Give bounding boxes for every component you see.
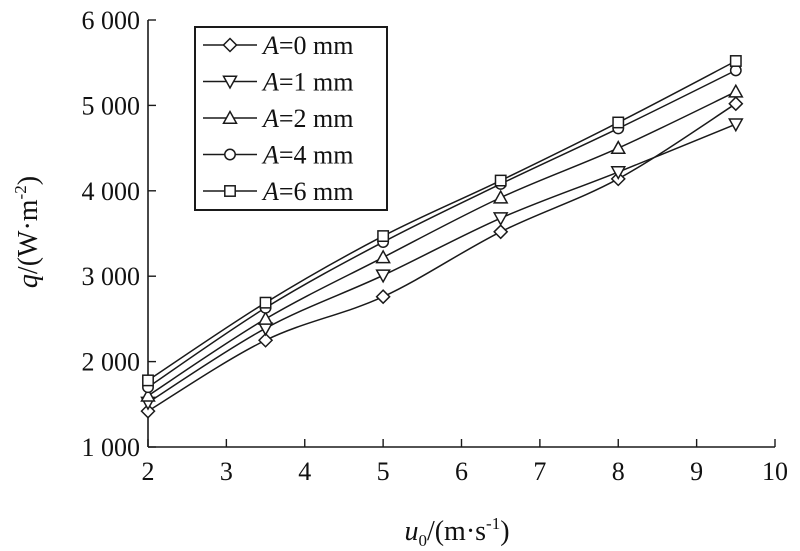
series-line <box>147 60 737 382</box>
series-line <box>147 69 737 388</box>
y-tick-label: 4 000 <box>82 177 141 206</box>
data-point <box>140 387 156 402</box>
x-tick-label: 3 <box>220 457 233 486</box>
data-point <box>494 174 507 187</box>
x-tick-label: 5 <box>377 457 390 486</box>
legend-item: A=2 mm <box>203 104 354 133</box>
data-point <box>257 310 274 325</box>
legend: A=0 mm A=1 mm A=2 mm A=4 mm A=6 mm <box>194 26 388 211</box>
plot-area <box>140 55 744 419</box>
x-tick-label: 8 <box>612 457 625 486</box>
series-2 <box>140 83 744 402</box>
data-point <box>375 269 391 284</box>
x-tick-label: 7 <box>533 457 546 486</box>
data-point <box>259 296 272 309</box>
y-tick-label: 3 000 <box>82 262 141 291</box>
legend-item: A=6 mm <box>203 177 354 206</box>
series-4 <box>142 55 742 387</box>
y-tick-label: 2 000 <box>82 348 141 377</box>
data-point <box>610 166 627 181</box>
data-point <box>375 249 391 264</box>
x-tick-label: 9 <box>690 457 703 486</box>
data-point <box>729 55 742 67</box>
legend-label: A=2 mm <box>261 104 354 133</box>
y-tick-label: 1 000 <box>82 433 141 462</box>
legend-label: A=6 mm <box>261 177 354 206</box>
data-point <box>258 332 274 348</box>
legend-label: A=0 mm <box>261 31 354 60</box>
series-1 <box>140 118 744 411</box>
legend-marker <box>222 109 238 124</box>
series-line <box>147 123 737 404</box>
legend-item: A=4 mm <box>203 141 354 170</box>
data-point <box>492 189 509 204</box>
legend-item: A=0 mm <box>203 31 354 60</box>
data-point <box>142 374 154 387</box>
x-axis-label: u0/(m·s-1) <box>404 514 509 550</box>
data-point <box>728 96 744 112</box>
data-point <box>377 230 390 243</box>
data-point <box>612 116 625 129</box>
series-line <box>147 103 737 412</box>
data-point <box>375 289 391 305</box>
data-point <box>728 83 744 98</box>
y-tick-label: 6 000 <box>82 6 141 35</box>
legend-label: A=4 mm <box>261 141 354 170</box>
data-point <box>728 118 744 133</box>
axes: 1 000 2 000 3 000 4 000 5 000 6 000 2 3 4 5 6 7 8 9 10 <box>82 6 789 486</box>
series-line <box>147 91 737 397</box>
y-axis-label: q/(W·m-2) <box>11 176 44 288</box>
legend-marker <box>224 148 236 161</box>
legend-item: A=1 mm <box>203 68 354 97</box>
x-tick-label: 4 <box>298 457 311 486</box>
data-point <box>493 224 509 240</box>
legend-marker <box>222 37 238 53</box>
legend-label: A=1 mm <box>261 68 354 97</box>
legend-marker <box>224 185 236 197</box>
data-point <box>610 140 627 155</box>
data-point <box>140 403 156 419</box>
x-tick-label: 6 <box>455 457 468 486</box>
data-point <box>492 212 509 227</box>
x-tick-label: 2 <box>142 457 155 486</box>
x-tick-label: 10 <box>762 457 788 486</box>
y-tick-label: 5 000 <box>82 91 141 120</box>
legend-marker <box>222 75 238 90</box>
